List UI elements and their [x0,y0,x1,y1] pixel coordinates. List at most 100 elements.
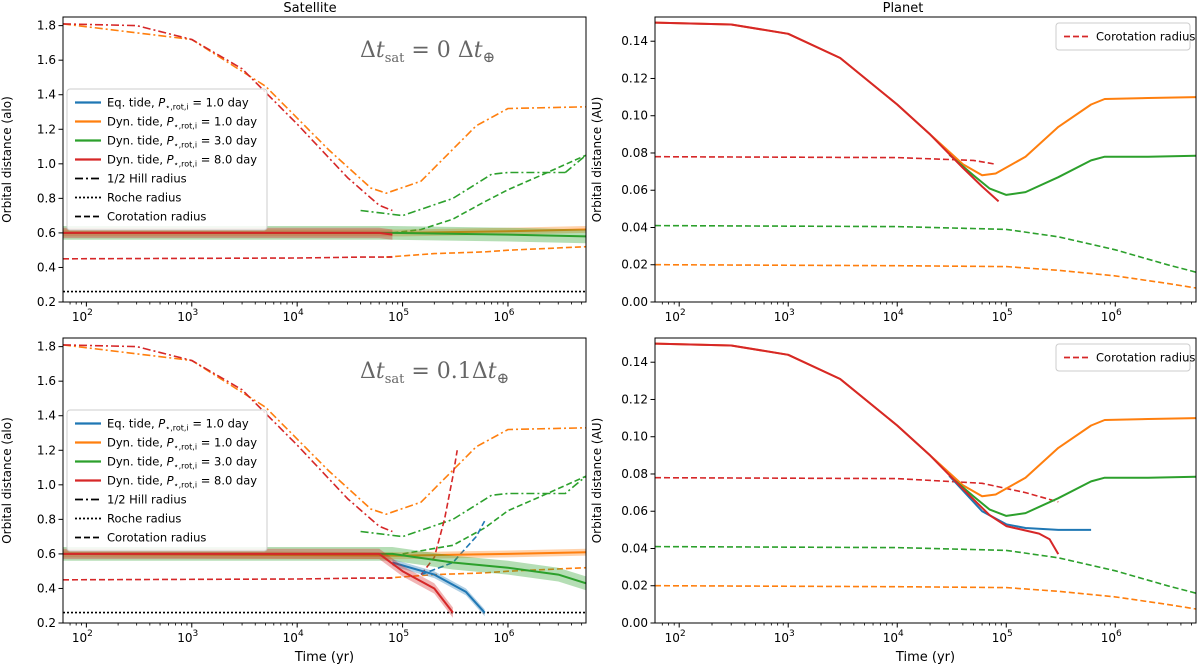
series-line-6 [655,342,1060,555]
series-line-5 [386,245,586,258]
y-tick-label: 0.4 [37,581,56,595]
legend-label: Dyn. tide, P⋆,rot,i = 3.0 day [107,455,257,471]
series-line-5 [948,475,1092,531]
series-line-4 [392,154,586,234]
y-tick-label: 0.00 [621,616,648,630]
y-axis-label: Orbital distance (AU) [590,418,604,544]
legend-frame [1055,22,1191,51]
series-line-1 [655,224,1196,273]
x-tick-label: 102 [72,629,93,645]
column-title-satellite: Satellite [283,1,336,16]
x-tick-label: 105 [992,308,1013,324]
series-line-0 [63,23,586,194]
y-tick-label: 0.04 [621,541,648,555]
legend-label: Corotation radius [1096,30,1195,44]
series-line-1 [655,545,1196,594]
x-tick-label: 103 [177,308,198,324]
series-line-12 [63,552,454,614]
axes-frame [654,337,1197,624]
y-tick-label: 0.14 [621,355,648,369]
series-line-0 [63,344,586,516]
series-group [655,21,1196,289]
y-tick-label: 1.8 [37,340,56,354]
x-tick-label: 105 [388,308,409,324]
y-tick-label: 0.8 [37,191,56,205]
series-line-4 [420,520,486,576]
x-tick-label: 103 [774,629,795,645]
y-tick-label: 0.10 [621,430,648,444]
legend-label: Corotation radius [107,531,206,545]
y-tick-label: 0.10 [621,109,648,123]
legend-label: Corotation radius [107,210,206,224]
y-tick-label: 0.06 [621,504,648,518]
series-line-3 [564,154,586,174]
legend-label: Roche radius [107,512,181,526]
x-tick-label: 104 [883,308,904,324]
legend-frame [66,409,268,552]
y-tick-label: 0.08 [621,146,648,160]
x-tick-label: 102 [665,629,686,645]
series-band-12 [63,548,453,618]
y-tick-label: 1.0 [37,157,56,171]
annotation-delta-t: Δtsat = 0.1Δt⊕ [360,359,509,387]
y-tick-label: 0.06 [621,183,648,197]
x-tick-label: 103 [177,629,198,645]
series-line-6 [386,566,586,579]
legend-frame [66,88,268,231]
series-line-4 [948,475,1196,517]
annotation-delta-t: Δtsat = 0 Δt⊕ [360,38,495,66]
x-tick-label: 102 [72,308,93,324]
x-tick-label: 106 [1101,629,1122,645]
series-line-0 [655,155,996,165]
y-tick-label: 1.6 [37,53,56,67]
axes-frame [62,16,587,303]
x-tick-label: 103 [774,308,795,324]
series-line-6 [63,256,393,260]
y-tick-label: 0.12 [621,392,648,406]
x-axis-label: Time (yr) [294,650,354,665]
x-tick-label: 106 [493,629,514,645]
axes-frame [654,16,1197,303]
panel-sat_bottom: 102 103 104 105 106 0.2 0.4 0.6 0.8 1.0 1.2 1.4 1.6 1… [0,337,587,665]
y-axis-label: Orbital distance (alo) [0,96,14,223]
y-tick-label: 0.02 [621,579,648,593]
series-band-10 [63,547,586,591]
y-tick-label: 0.12 [621,71,648,85]
series-line-3 [402,475,586,555]
y-axis-label: Orbital distance (alo) [0,417,14,544]
legend: Corotation radius [1055,22,1195,51]
x-tick-label: 105 [992,629,1013,645]
y-tick-label: 0.08 [621,467,648,481]
series-group [655,342,1196,610]
x-tick-label: 104 [883,629,904,645]
y-tick-label: 0.2 [37,295,56,309]
legend-label: Dyn. tide, P⋆,rot,i = 1.0 day [107,436,257,452]
series-line-1 [63,344,393,533]
series-line-0 [655,476,1059,503]
panel-sat_top: 102 103 104 105 106 0.2 0.4 0.6 0.8 1.0 1.2 1.4 1.6 1… [0,16,587,324]
legend-frame [1055,343,1191,372]
series-group [63,23,586,293]
y-tick-label: 1.0 [37,478,56,492]
y-tick-label: 0.4 [37,260,56,274]
x-tick-label: 104 [283,308,304,324]
x-tick-label: 102 [665,308,686,324]
x-axis-label: Time (yr) [895,650,955,665]
y-tick-label: 0.00 [621,295,648,309]
column-title-planet: Planet [883,1,924,16]
legend: Eq. tide, P⋆,rot,i = 1.0 day Dyn. tide, P… [66,88,268,231]
y-axis-label: Orbital distance (AU) [590,97,604,223]
y-tick-label: 1.2 [37,122,56,136]
series-line-5 [655,21,1000,203]
panel-planet_top: 102 103 104 105 106 0.00 0.02 0.04 0.06 0.08 0.10 0… [590,16,1197,324]
legend-label: Roche radius [107,191,181,205]
legend-label: 1/2 Hill radius [107,172,187,186]
legend-label: Corotation radius [1096,351,1195,365]
x-tick-label: 106 [493,308,514,324]
legend-label: Eq. tide, P⋆,rot,i = 1.0 day [107,96,249,112]
series-line-5 [420,450,458,576]
legend-label: Dyn. tide, P⋆,rot,i = 8.0 day [107,153,257,169]
y-tick-label: 0.6 [37,226,56,240]
series-line-11 [392,561,486,614]
y-tick-label: 0.8 [37,512,56,526]
